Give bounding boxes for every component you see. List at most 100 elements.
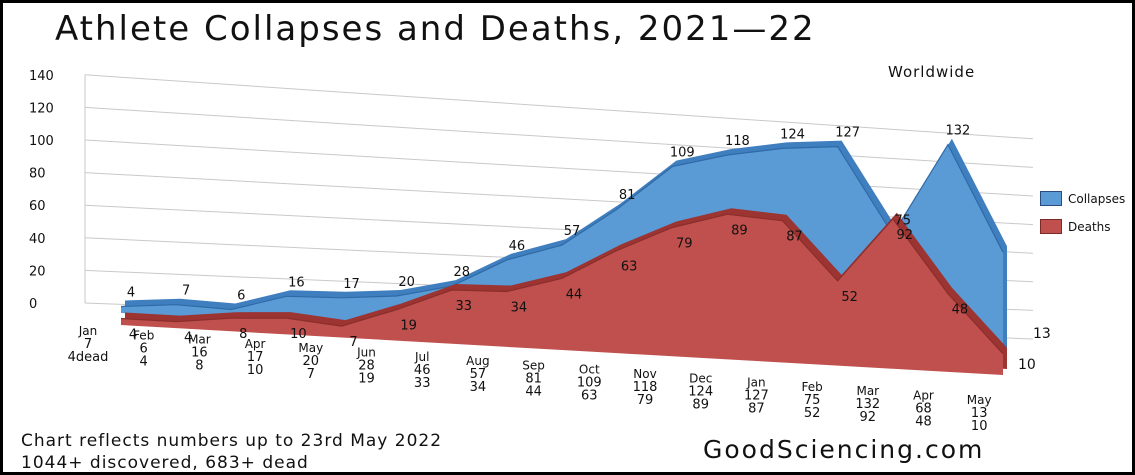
x-value-label: 46 [414,363,431,378]
data-label-deaths: 4 [129,327,137,342]
x-value-label: 34 [470,380,487,395]
data-label-deaths: 52 [841,290,858,305]
legend-swatch-deaths [1040,219,1062,234]
data-label-collapses: 81 [619,188,636,203]
x-value-label: 19 [358,372,375,387]
x-month-label: Jun [356,346,376,360]
x-value-label: 75 [804,393,821,408]
x-value-label: 4 [140,354,148,369]
data-label-collapses: 20 [398,275,415,290]
data-label-deaths: 19 [400,319,417,334]
data-label-collapses: 17 [343,277,360,292]
data-label-collapses: 127 [835,126,860,141]
footnote-date: Chart reflects numbers up to 23rd May 20… [21,431,443,451]
x-month-label: Jan [746,376,766,390]
data-label-deaths: 4 [184,331,192,346]
chart-subtitle: Worldwide [888,63,976,81]
x-month-label: Feb [133,328,154,342]
data-label-collapses: 16 [288,275,305,290]
data-label-collapses: 6 [237,288,245,303]
data-label-deaths: 89 [731,223,748,238]
y-tick-label: 80 [29,167,46,182]
data-label-collapses: 4 [127,285,135,300]
legend-swatch-collapses [1040,191,1062,206]
gridline [84,74,1034,140]
series-line-collapses [120,143,1004,311]
x-value-label: 109 [577,376,602,391]
x-month-label: Apr [913,389,934,403]
x-value-label: 7 [84,337,92,352]
data-label-deaths: 79 [676,236,693,251]
data-label-deaths: 10 [290,327,307,342]
data-label-deaths: 8 [239,327,247,342]
x-value-label: 52 [804,406,821,421]
chart-title: Athlete Collapses and Deaths, 2021—22 [55,9,816,49]
data-label-deaths: 92 [896,228,913,243]
brand-watermark: GoodSciencing.com [703,435,985,464]
x-month-label: Aug [466,354,489,368]
x-value-label: 87 [748,402,765,417]
x-value-label: 7 [307,367,315,382]
x-month-label: May [967,393,992,407]
x-value-label: 124 [688,384,713,399]
x-month-label: Sep [522,358,545,372]
x-value-label: 48 [915,415,932,430]
y-axis-ticks: 0 20 40 60 80 100 120 140 [29,69,54,312]
y-tick-label: 140 [29,69,54,84]
data-label-deaths: 48 [952,303,969,318]
data-label-collapses: 109 [670,146,695,161]
x-value-label: 118 [633,380,658,395]
x-month-label: Feb [801,380,822,394]
legend-item-deaths: Deaths [1040,219,1111,234]
x-value-label: 10 [971,419,988,434]
x-month-label: Jan [78,324,98,338]
data-label-collapses: 132 [945,124,970,139]
x-value-label: 44 [525,384,542,399]
data-label-collapses: 57 [564,224,581,239]
x-value-label: 17 [247,350,264,365]
y-tick-label: 60 [29,199,46,214]
data-label-deaths: 87 [786,230,803,245]
x-month-label: Apr [245,337,266,351]
y-tick-label: 0 [29,297,37,312]
x-month-label: May [298,341,323,355]
y-tick-label: 100 [29,134,54,149]
x-month-label: Mar [188,333,211,347]
x-month-label: Mar [856,384,879,398]
data-label-deaths: 7 [349,335,357,350]
footnote-totals: 1044+ discovered, 683+ dead [21,453,309,473]
data-label-collapses: 28 [453,265,470,280]
end-label-collapses: 13 [1033,326,1051,342]
x-axis-categories: Jan74deadFeb64Mar168Apr1710May207Jun2819… [68,324,992,434]
x-value-label: 89 [692,397,709,412]
data-label-collapses: 46 [509,239,526,254]
x-value-label: 63 [581,389,598,404]
gridline [84,172,1034,226]
x-value-label: 6 [140,341,148,356]
y-tick-label: 120 [29,101,54,116]
legend-item-collapses: Collapses [1040,191,1125,206]
x-value-label: 33 [414,376,431,391]
data-label-deaths: 34 [511,300,528,315]
y-tick-label: 20 [29,264,46,279]
x-value-label: 132 [855,397,880,412]
legend-label-collapses: Collapses [1068,191,1126,206]
x-value-label: 4dead [68,350,109,365]
x-value-label: 68 [915,402,932,417]
legend-label-deaths: Deaths [1068,219,1111,234]
end-label-deaths: 10 [1018,357,1036,373]
gridline [84,106,1034,168]
series-line-deaths [120,213,1004,355]
